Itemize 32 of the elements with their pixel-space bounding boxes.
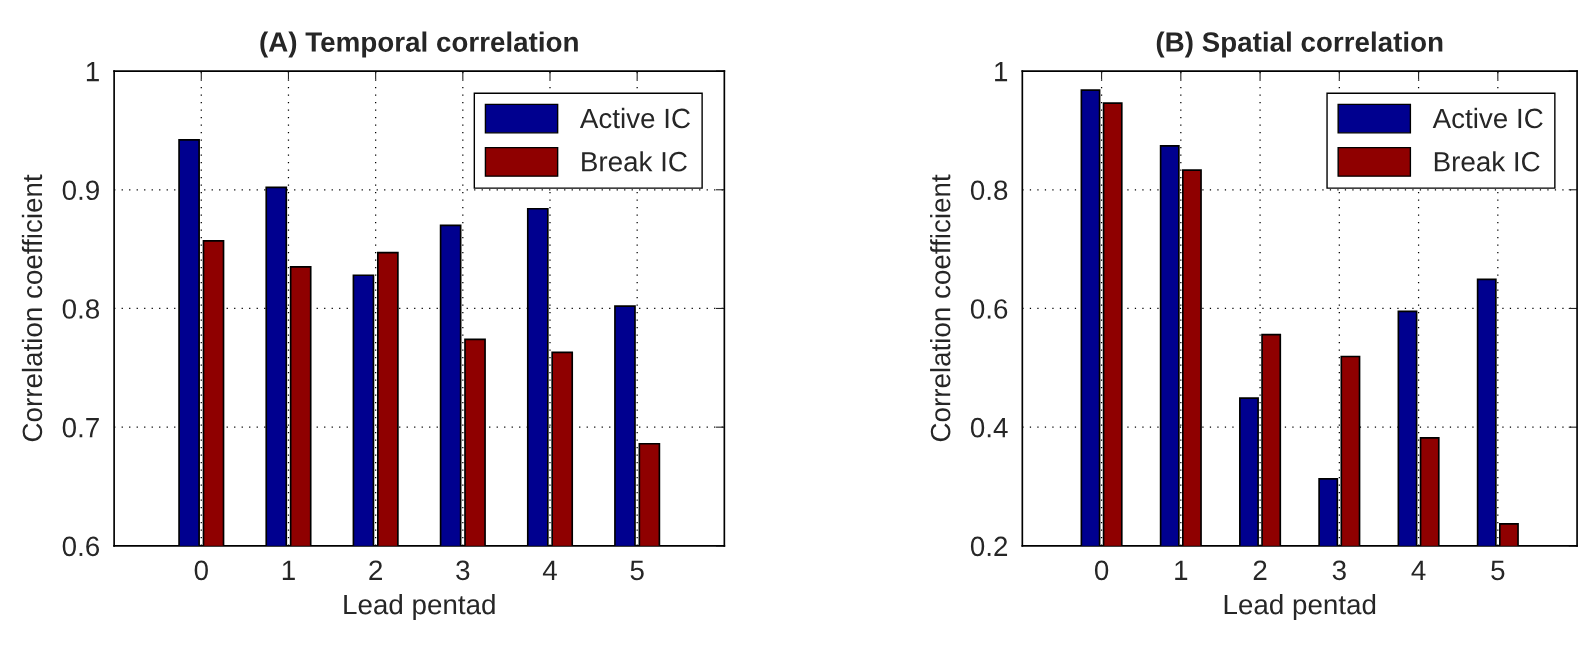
y-tick-label: 0.7 (62, 417, 99, 438)
x-tick-label: 1 (1175, 560, 1188, 580)
legend-label: Active IC (1432, 107, 1543, 129)
x-tick-label: 5 (1491, 560, 1505, 581)
y-tick-label: 0.2 (970, 536, 1008, 557)
chart-title: (A) Temporal correlation (260, 31, 578, 58)
y-tick-label: 0.4 (970, 417, 1008, 438)
y-tick-label: 0.9 (62, 180, 99, 201)
x-axis-title: Lead pentad (344, 593, 495, 620)
y-tick-label: 1 (995, 62, 1008, 82)
y-tick-label: 0.6 (62, 536, 100, 557)
y-axis-title: Correlation coefficient (930, 174, 951, 442)
legend-label: Break IC (1434, 151, 1540, 172)
y-tick-label: 1 (86, 62, 99, 82)
x-tick-label: 3 (1332, 560, 1346, 581)
y-axis-title: Correlation coefficient (21, 174, 43, 442)
y-tick-label: 0.8 (970, 180, 1008, 201)
x-tick-label: 2 (369, 560, 382, 580)
x-tick-label: 5 (630, 560, 644, 581)
x-tick-label: 4 (542, 560, 557, 580)
legend-label: Break IC (582, 151, 687, 172)
y-tick-label: 0.6 (970, 299, 1008, 319)
y-tick-label: 0.8 (62, 299, 100, 319)
x-tick-label: 0 (194, 560, 208, 581)
x-tick-label: 0 (1094, 560, 1109, 581)
x-tick-label: 4 (1411, 560, 1426, 580)
legend-label: Active IC (579, 107, 690, 129)
x-tick-label: 1 (282, 560, 295, 580)
x-tick-label: 3 (456, 560, 470, 581)
x-axis-title: Lead pentad (1224, 593, 1376, 620)
x-tick-label: 2 (1253, 560, 1267, 580)
chart-title: (B) Spatial correlation (1156, 31, 1443, 58)
